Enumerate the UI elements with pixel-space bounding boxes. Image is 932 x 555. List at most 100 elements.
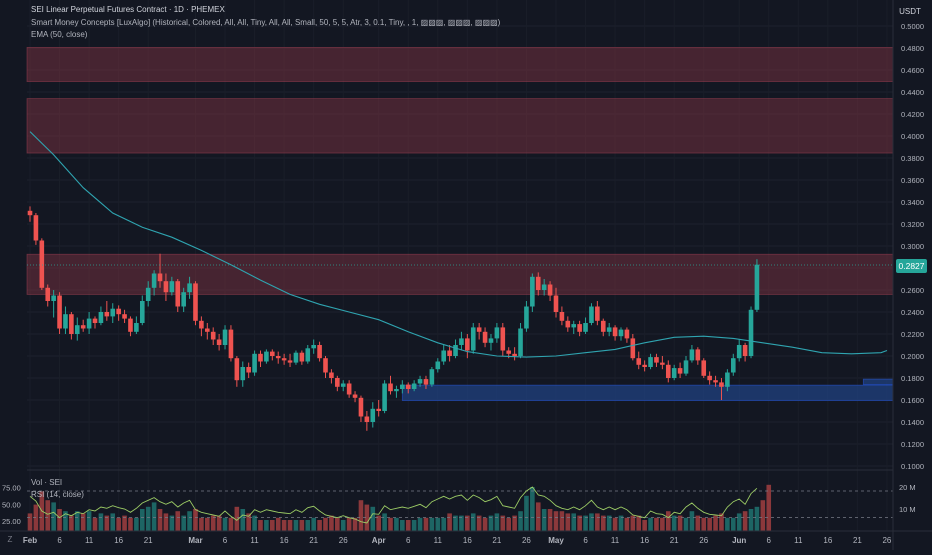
candle-body	[648, 357, 653, 367]
volume-legend[interactable]: Vol · SEI	[31, 478, 63, 487]
candle-body	[86, 318, 92, 329]
candle-body	[435, 361, 441, 370]
supply-zone	[26, 98, 894, 154]
volume-bar	[80, 513, 86, 531]
symbol-title[interactable]: SEI Linear Perpetual Futures Contract · …	[31, 5, 225, 14]
volume-bar	[707, 517, 712, 531]
candle-body	[157, 273, 163, 282]
candle-body	[624, 329, 630, 339]
volume-bar	[748, 509, 754, 531]
volume-bar	[110, 513, 116, 531]
volume-bar	[370, 506, 376, 531]
time-tick-label: May	[548, 536, 564, 545]
candle-body	[69, 314, 74, 334]
volume-bar	[352, 517, 358, 531]
candle-body	[382, 383, 387, 411]
candle-body	[134, 323, 139, 332]
price-axis[interactable]: 0.1000 0.1200 0.1400 0.1600 0.1800 0.2000 0.22…	[901, 22, 924, 471]
price-tick-label: 0.5000	[901, 22, 924, 31]
volume-bar	[488, 515, 494, 531]
price-tick-label: 0.2000	[901, 352, 924, 361]
candle-body	[695, 349, 701, 361]
volume-bar	[151, 502, 157, 531]
ema-layer	[27, 131, 893, 358]
volume-bar	[270, 520, 275, 531]
volume-bar	[760, 500, 766, 531]
currency-button[interactable]: USDT	[899, 6, 921, 16]
time-tick-label: 21	[309, 536, 318, 545]
last-price-badge	[896, 259, 927, 273]
volume-bar	[388, 517, 393, 531]
time-tick-label: 6	[767, 536, 772, 545]
volume-bar	[116, 517, 121, 531]
price-tick-label: 0.1200	[901, 440, 924, 449]
ema-line	[29, 131, 888, 358]
volume-bar	[689, 511, 695, 531]
volume-bar	[228, 517, 234, 531]
volume-bar	[654, 517, 659, 531]
candle-body	[719, 382, 724, 387]
rsi-legend[interactable]: RSI (14, close)	[31, 490, 84, 499]
candle-body	[27, 210, 33, 216]
volume-bar	[216, 515, 222, 531]
candle-body	[541, 284, 547, 290]
candlesticks	[27, 206, 760, 431]
candle-body	[57, 295, 62, 329]
price-tick-label: 0.4400	[901, 88, 924, 97]
volume-bar	[86, 511, 92, 531]
candle-body	[571, 324, 577, 328]
time-tick-label: 6	[57, 536, 62, 545]
time-tick-label: 6	[406, 536, 411, 545]
last-price-label: 0.2827	[899, 261, 925, 271]
rsi-axis: 75.00 50.00 25.00	[2, 484, 21, 526]
candle-body	[116, 308, 121, 315]
volume-bar	[618, 515, 624, 531]
candle-body	[163, 281, 169, 293]
scale-toggle[interactable]: Z	[8, 535, 13, 544]
volume-bar	[145, 506, 151, 531]
time-tick-label: 26	[522, 536, 531, 545]
volume-bar	[683, 517, 689, 531]
candle-body	[63, 314, 68, 329]
candle-body	[400, 384, 405, 389]
volume-bar	[346, 517, 352, 531]
candle-body	[736, 345, 742, 359]
indicator-legend-smc[interactable]: Smart Money Concepts [LuxAlgo] (Historic…	[31, 18, 501, 27]
price-tick-label: 0.3800	[901, 154, 924, 163]
price-tick-label: 0.4800	[901, 44, 924, 53]
indicator-legend-ema[interactable]: EMA (50, close)	[31, 30, 88, 39]
time-axis[interactable]: Feb 6 11 16 21 Mar 6 11 16 21 26 Apr 6 11 16 21 26 May 6 11…	[23, 536, 892, 545]
time-tick-label: Apr	[372, 536, 386, 545]
volume-bar	[429, 517, 435, 531]
volume-tick-label: 10 M	[899, 505, 916, 514]
candle-body	[340, 383, 346, 387]
rsi-tick-label: 25.00	[2, 517, 21, 526]
volume-bar	[583, 515, 588, 531]
volume-bar	[210, 515, 216, 531]
candle-body	[394, 389, 399, 392]
volume-bar	[713, 515, 718, 531]
volume-bar	[600, 515, 606, 531]
candle-body	[654, 357, 659, 363]
time-tick-label: 16	[114, 536, 123, 545]
candle-body	[98, 312, 104, 323]
time-tick-label: Mar	[188, 536, 202, 545]
candle-body	[730, 358, 736, 373]
volume-bar	[376, 515, 381, 531]
volume-bar	[364, 504, 370, 531]
volume-bar	[275, 517, 281, 531]
candle-body	[453, 345, 458, 356]
volume-bar	[589, 513, 594, 531]
volume-bar	[122, 515, 127, 531]
volume-bar	[199, 517, 204, 531]
volume-bar	[299, 520, 305, 531]
timezone-z-icon[interactable]: Z	[8, 535, 13, 544]
volume-bar	[701, 517, 707, 531]
candle-body	[352, 394, 358, 398]
candle-body	[33, 215, 39, 241]
candle-body	[725, 372, 730, 387]
volume-bar	[69, 515, 74, 531]
price-tick-label: 0.4000	[901, 132, 924, 141]
volume-bar	[671, 515, 677, 531]
